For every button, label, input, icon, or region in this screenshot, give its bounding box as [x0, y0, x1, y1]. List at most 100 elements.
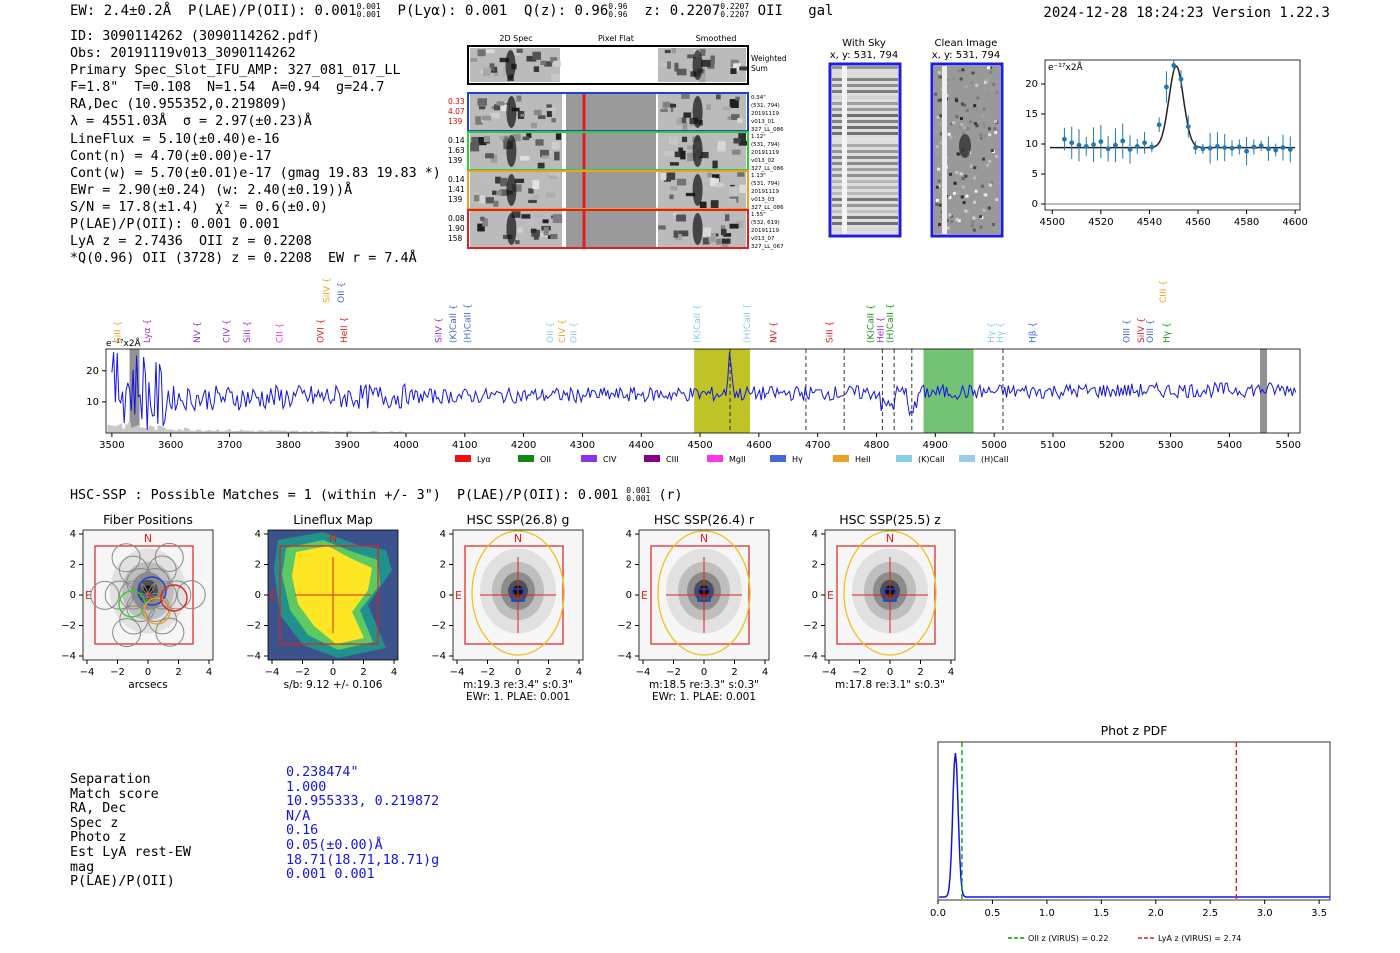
- photz-x-tick: 2.0: [1148, 908, 1164, 919]
- linefit-y-tick: 5: [1032, 169, 1038, 180]
- info-line: Obs: 20191119v013_3090114262: [70, 46, 296, 62]
- legend-label: (K)CaII: [918, 455, 945, 464]
- clean-frame: [930, 62, 1004, 238]
- north-label: N: [144, 532, 152, 545]
- with-sky-frame: [828, 62, 902, 238]
- spectrum-x-tick: 4500: [687, 440, 712, 451]
- match-value: 0.001 0.001: [286, 867, 375, 883]
- cutout-left-value: 0.14: [448, 175, 465, 184]
- spectrum-unit: e⁻¹⁷x2Å: [106, 337, 142, 349]
- panel-title: Fiber Positions: [103, 512, 193, 527]
- spectrum-x-tick: 5300: [1158, 440, 1183, 451]
- panel-caption-2: EWr: 1. PLAE: 0.001: [466, 691, 570, 703]
- match-value: 0.238474": [286, 765, 359, 780]
- header-ew: EW: 2.4±0.2Å: [70, 3, 172, 19]
- cutout-right-value: 0.34": [751, 95, 766, 101]
- panel-caption-2: EWr: 1. PLAE: 0.001: [652, 691, 756, 703]
- cutout-left-value: 139: [448, 156, 463, 165]
- panel-y-tick: 0: [255, 590, 261, 601]
- panel-y-tick: 0: [812, 590, 818, 601]
- line-label: CIV {: [558, 319, 568, 343]
- legend-swatch: [455, 455, 471, 462]
- photz-x-tick: 0.0: [930, 908, 946, 919]
- linefit-point: [1113, 142, 1118, 148]
- panel-x-tick: 4: [948, 667, 954, 678]
- timestamp: 2024-12-28 18:24:23: [1043, 5, 1204, 21]
- panel-y-tick: −4: [61, 651, 76, 662]
- legend-swatch: [833, 455, 849, 462]
- linefit-point: [1156, 122, 1162, 128]
- cutout-right-value: v013_03: [751, 197, 775, 203]
- info-line: EWr = 2.90(±0.24) (w: 2.40(±0.19))Å: [70, 182, 353, 198]
- spectrum-x-tick: 3900: [334, 440, 359, 451]
- spectrum-x-tick: 3800: [276, 440, 301, 451]
- cutout-right-value: 1.55": [751, 212, 766, 218]
- line-label: OVI {: [317, 319, 327, 343]
- edge-mask: [129, 349, 140, 433]
- photz-pdf-plot: Phot z PDF 0.0 0.5 1.0 1.5 2.0 2.5 3.0 3.5 OII z …: [930, 723, 1331, 943]
- photz-title: Phot z PDF: [1101, 723, 1168, 738]
- panel-y-tick: 2: [440, 560, 446, 571]
- line-label: NV {: [770, 322, 780, 343]
- panel-x-tick: 2: [917, 667, 923, 678]
- line-label: SiII {: [114, 321, 124, 343]
- aperture-ellipse: [657, 530, 751, 656]
- fiber-circle: [162, 580, 192, 610]
- panel-y-tick: −2: [61, 621, 76, 632]
- panel-caption: m:19.3 re:3.4" s:0.3": [463, 679, 573, 691]
- cutout-right-value: (532, 619): [751, 220, 780, 226]
- spectrum-x-tick: 4700: [805, 440, 830, 451]
- spectrum-x-tick: 3600: [158, 440, 183, 451]
- line-label: (H)CaII {: [886, 304, 896, 344]
- linefit-x-tick: 4540: [1137, 217, 1162, 228]
- panel-y-tick: −2: [617, 621, 632, 632]
- panel-y-tick: −4: [803, 651, 818, 662]
- weighted-sum-label2: Sum: [751, 64, 768, 73]
- panel-caption: m:17.8 re:3.1" s:0.3": [835, 679, 945, 691]
- cutout-left-value: 1.90: [448, 224, 465, 233]
- match-value: 18.71(18.71,18.71)g: [286, 852, 440, 868]
- pixel-flat: [566, 94, 656, 130]
- match-value: N/A: [286, 808, 311, 824]
- match-label: P(LAE)/P(OII): [70, 874, 175, 890]
- match-label: Photo z: [70, 830, 127, 846]
- linefit-x-tick: 4600: [1282, 217, 1307, 228]
- panel-x-tick: 2: [731, 667, 737, 678]
- cutout-right-value: (531, 794): [751, 103, 780, 109]
- detection-info: ID: 3090114262 (3090114262.pdf) Obs: 2019…: [70, 28, 441, 267]
- line-label: CII {: [275, 323, 285, 343]
- info-line: λ = 4551.03Å σ = 2.97(±0.23)Å: [70, 114, 312, 130]
- line-label: Hγ {: [996, 322, 1006, 343]
- line-fit-plot: 4500 4520 4540 4560 4580 4600 0 5 10 15 20 e⁻¹⁷x2Å: [1025, 59, 1308, 228]
- linefit-point: [1105, 146, 1111, 152]
- cutout-left-value: 139: [448, 195, 463, 204]
- photz-x-tick: 1.0: [1039, 908, 1055, 919]
- legend-label: Hγ: [792, 455, 803, 464]
- panel-x-tick: 4: [206, 667, 212, 678]
- clean-coords: x, y: 531, 794: [932, 50, 1001, 61]
- spectrum-x-tick: 4100: [452, 440, 477, 451]
- cutout-right-value: 327_LL_086: [751, 127, 784, 133]
- linefit-point: [1178, 76, 1184, 82]
- cutout-left-value: 0.33: [448, 97, 465, 106]
- legend-swatch: [896, 455, 912, 462]
- detection-marker: [883, 588, 897, 602]
- line-label: (K)CaII {: [867, 304, 877, 343]
- panel-y-tick: 0: [70, 590, 76, 601]
- match-label: Spec z: [70, 815, 119, 831]
- spectrum-x-tick: 3700: [217, 440, 242, 451]
- full-spectrum-plot: 3500 3600 3700 3800 3900 4000 4100 4200 4300 4400…: [86, 277, 1301, 464]
- fiber-circle: [90, 580, 120, 610]
- header-qz: Q(z): 0.96: [523, 3, 609, 19]
- panel-x-tick: −2: [480, 667, 495, 678]
- info-line: Cont(w) = 5.70(±0.01)e-17 (gmag 19.83 19…: [70, 165, 441, 181]
- panel-x-tick: 4: [391, 667, 397, 678]
- cutout-right-value: v013_07: [751, 236, 775, 242]
- line-label: (H)CaII {: [743, 304, 753, 344]
- linefit-point: [1171, 63, 1177, 68]
- linefit-point: [1098, 139, 1104, 144]
- panel-image: [639, 530, 769, 660]
- panel-x-tick: 4: [576, 667, 582, 678]
- linefit-x-tick: 4520: [1088, 217, 1113, 228]
